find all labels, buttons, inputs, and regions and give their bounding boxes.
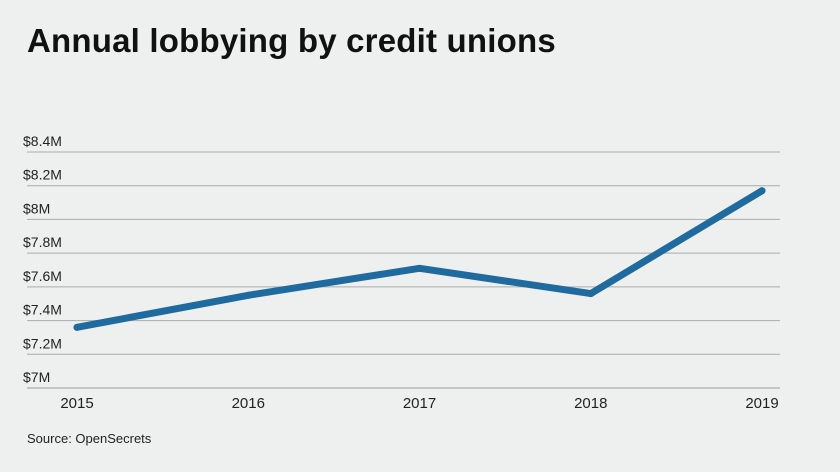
y-tick-label: $7M — [23, 369, 50, 385]
x-tick-label: 2017 — [403, 395, 436, 412]
y-axis-tick-labels: $7M $7.2M $7.4M $7.6M $7.8M $8M $8.2M $8.4M — [23, 133, 62, 385]
series-line — [73, 187, 766, 331]
x-tick-label: 2015 — [60, 395, 93, 412]
y-tick-label: $7.2M — [23, 335, 62, 351]
y-tick-label: $8.4M — [23, 133, 62, 149]
y-tick-label: $7.6M — [23, 268, 62, 284]
data-point — [73, 323, 81, 331]
data-point — [587, 290, 595, 298]
series-layer — [73, 187, 766, 331]
y-tick-label: $8M — [23, 200, 50, 216]
x-tick-label: 2016 — [232, 395, 265, 412]
chart-title: Annual lobbying by credit unions — [27, 22, 556, 59]
y-tick-label: $7.8M — [23, 234, 62, 250]
y-tick-label: $7.4M — [23, 302, 62, 318]
x-tick-label: 2019 — [745, 395, 778, 412]
data-point — [758, 187, 766, 195]
data-point — [416, 264, 423, 272]
y-tick-label: $8.2M — [23, 167, 62, 183]
source-note: Source: OpenSecrets — [27, 431, 152, 446]
data-point — [244, 291, 252, 299]
gridlines — [27, 151, 780, 389]
x-tick-label: 2018 — [574, 395, 607, 412]
x-axis-tick-labels: 2015 2016 2017 2018 2019 — [60, 395, 778, 412]
